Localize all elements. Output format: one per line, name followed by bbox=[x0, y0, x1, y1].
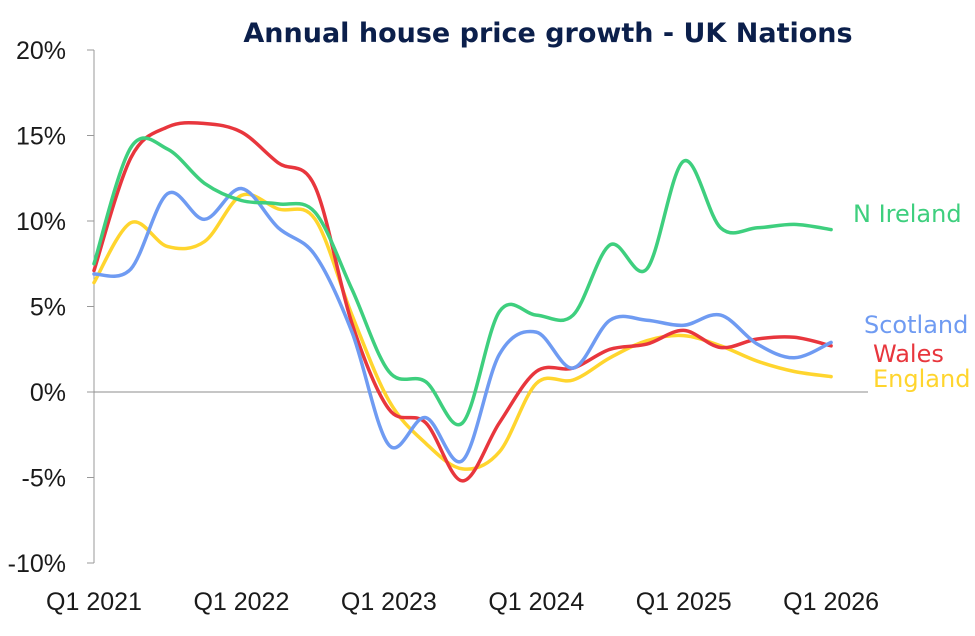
x-tick-label: Q1 2025 bbox=[636, 588, 732, 616]
series-label-england: England bbox=[873, 365, 970, 393]
y-tick-label: -5% bbox=[22, 465, 66, 493]
series-line-england bbox=[92, 192, 833, 471]
series-label-wales: Wales bbox=[873, 340, 944, 368]
series-line-wales bbox=[92, 120, 833, 483]
series-line-n-ireland bbox=[92, 136, 833, 427]
y-tick-label: 20% bbox=[16, 37, 66, 65]
y-tick-label: 5% bbox=[30, 294, 66, 322]
y-tick-label: -10% bbox=[8, 550, 66, 578]
series-line-scotland bbox=[92, 186, 833, 464]
x-tick-label: Q1 2022 bbox=[193, 588, 289, 616]
x-tick-label: Q1 2026 bbox=[783, 588, 879, 616]
series-label-scotland: Scotland bbox=[864, 311, 968, 339]
x-tick-label: Q1 2023 bbox=[341, 588, 437, 616]
chart-title: Annual house price growth - UK Nations bbox=[243, 18, 852, 49]
series-layer bbox=[92, 120, 833, 483]
axes-layer: -10% -5% 0% 5% 10% 15% 20% Q1 2021 Q1 2022 Q1 202… bbox=[8, 37, 879, 616]
x-tick-label: Q1 2024 bbox=[488, 588, 584, 616]
y-tick-label: 15% bbox=[16, 123, 66, 151]
y-tick-label: 0% bbox=[30, 379, 66, 407]
series-label-n-ireland: N Ireland bbox=[853, 200, 962, 228]
x-tick-label: Q1 2021 bbox=[46, 588, 142, 616]
y-tick-label: 10% bbox=[16, 208, 66, 236]
